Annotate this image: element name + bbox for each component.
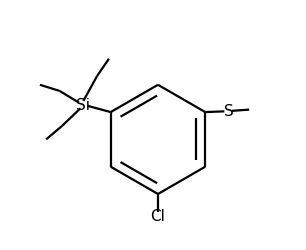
Text: Si: Si <box>76 98 90 113</box>
Text: Cl: Cl <box>151 208 166 223</box>
Text: S: S <box>224 104 234 119</box>
